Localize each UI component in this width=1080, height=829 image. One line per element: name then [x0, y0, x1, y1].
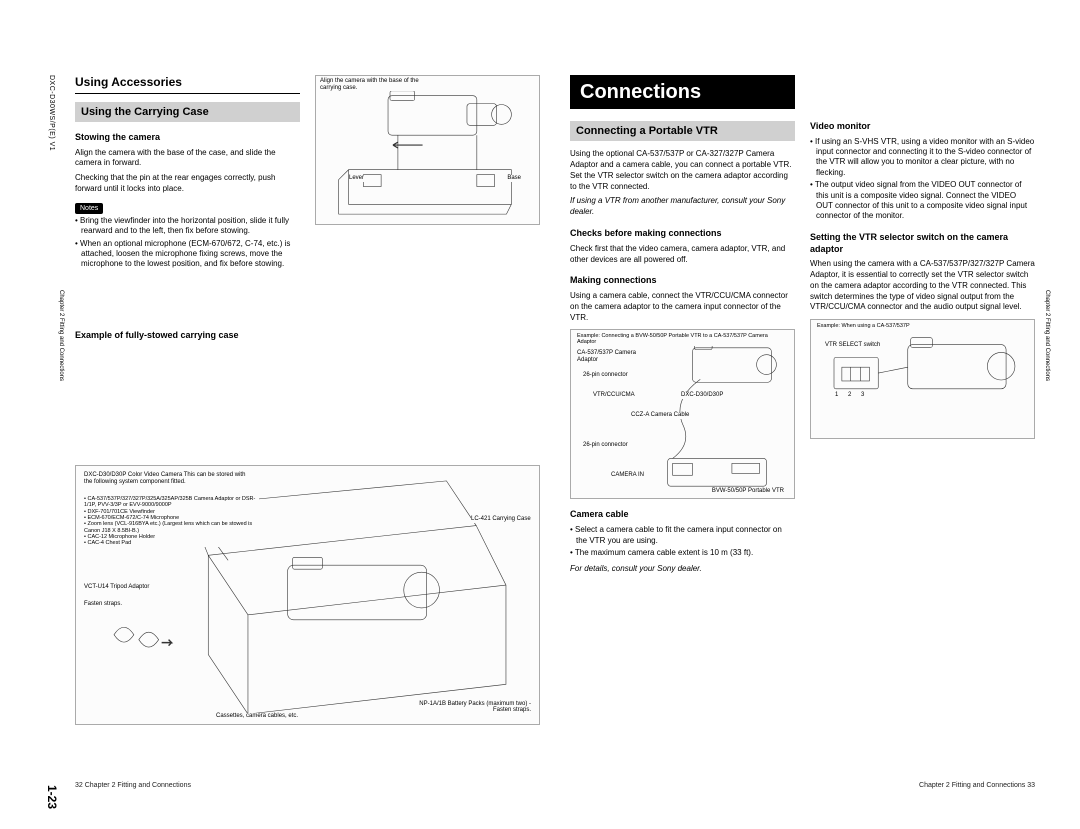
checks-head: Checks before making connections [570, 228, 795, 240]
diagram4-switch: VTR SELECT switch [825, 342, 880, 349]
diagram3-bvw: BVW-50/50P Portable VTR [712, 488, 784, 495]
vtr-sel-p: When using the camera with a CA-537/537P… [810, 259, 1035, 313]
left-page: Using Accessories Using the Carrying Cas… [75, 75, 540, 789]
diagram3-dxc: DXC-D30/D30P [681, 392, 723, 399]
side-chapter-left: Chapter 2 Fitting and Connections [58, 290, 64, 381]
stowing-p2: Checking that the pin at the rear engage… [75, 173, 300, 195]
diagram2-carrying-case: LC-421 Carrying Case [471, 516, 531, 523]
notes-pill: Notes [75, 203, 103, 214]
subsection-portable-vtr: Connecting a Portable VTR [570, 121, 795, 141]
example-head: Example of fully-stowed carrying case [75, 330, 300, 342]
footer-left: 32 Chapter 2 Fitting and Connections [75, 782, 191, 789]
diagram3-adaptor: CA-537/537P Camera Adaptor [577, 350, 647, 363]
making-head: Making connections [570, 275, 795, 287]
right-col-1: Connections Connecting a Portable VTR Us… [570, 75, 795, 789]
diagram3-example: Example: Connecting a BVW-50/50P Portabl… [577, 333, 777, 345]
section-header-accessories: Using Accessories [75, 75, 300, 94]
diagram2-item: CA-537/537P/327/327P/325A/325AP/325B Cam… [84, 496, 255, 508]
diagram-connection: Example: Connecting a BVW-50/50P Portabl… [570, 329, 795, 499]
stowing-p1: Align the camera with the base of the ca… [75, 148, 300, 170]
right-col-2: Video monitor If using an S-VHS VTR, usi… [810, 75, 1035, 789]
cable-bullets: Select a camera cable to fit the camera … [570, 525, 795, 558]
diagram3-ccz: CCZ-A Camera Cable [631, 412, 689, 419]
diagram1-caption: Align the camera with the base of the ca… [320, 78, 440, 91]
subsection-carrying-case: Using the Carrying Case [75, 102, 300, 122]
vm-bullets: If using an S-VHS VTR, using a video mon… [810, 137, 1035, 222]
checks-p: Check first that the video camera, camer… [570, 244, 795, 266]
page-spread: Using Accessories Using the Carrying Cas… [75, 75, 1035, 789]
diagram-carrying-case: DXC-D30/D30P Color Video Camera This can… [75, 465, 540, 725]
side-chapter-right: Chapter 2 Fitting and Connections [1044, 290, 1050, 381]
diagram2-item: CAC-12 Microphone Holder [87, 534, 155, 540]
note-item: Bring the viewfinder into the horizontal… [75, 216, 300, 237]
diagram4-example: Example: When using a CA-537/537P [817, 323, 910, 329]
diagram3-pin26b: 26-pin connector [583, 442, 628, 449]
diagram2-items: • CA-537/537P/327/327P/325A/325AP/325B C… [84, 496, 259, 547]
cable-bullet: The maximum camera cable extent is 10 m … [570, 548, 795, 558]
making-p: Using a camera cable, connect the VTR/CC… [570, 291, 795, 323]
doc-code-label: DXC-D30WS/P(E) V1 [48, 75, 55, 151]
vm-bullet: The output video signal from the VIDEO O… [810, 180, 1035, 222]
right-page: Connections Connecting a Portable VTR Us… [570, 75, 1035, 789]
notes-list: Bring the viewfinder into the horizontal… [75, 216, 300, 270]
diagram1-lever: Lever [349, 175, 364, 182]
diagram2-item: Zoom lens (VCL-916BYA etc.) (Largest len… [84, 521, 252, 533]
title-connections: Connections [570, 75, 795, 109]
diagram2-cassettes: Cassettes, camera cables, etc. [216, 713, 298, 720]
cable-head: Camera cable [570, 509, 795, 521]
vtr-sel-head: Setting the VTR selector switch on the c… [810, 232, 1035, 255]
vm-head: Video monitor [810, 121, 1035, 133]
vm-bullet: If using an S-VHS VTR, using a video mon… [810, 137, 1035, 179]
diagram2-item: DXF-701/701CE Viewfinder [87, 509, 154, 515]
diagram3-pin26a: 26-pin connector [583, 372, 628, 379]
stowing-head: Stowing the camera [75, 132, 300, 144]
cable-bullet: Select a camera cable to fit the camera … [570, 525, 795, 546]
intro-note: If using a VTR from another manufacturer… [570, 196, 795, 218]
diagram2-tripod: VCT-U14 Tripod Adaptor [84, 584, 149, 591]
diagram2-item: ECM-670/ECM-672/C-74 Microphone [87, 515, 179, 521]
note-item: When an optional microphone (ECM-670/672… [75, 239, 300, 270]
diagram2-battery: NP-1A/1B Battery Packs (maximum two) - F… [411, 701, 531, 714]
intro-p: Using the optional CA-537/537P or CA-327… [570, 149, 795, 192]
diagram2-fasten: Fasten straps. [84, 601, 122, 608]
diagram2-item: CAC-4 Chest Pad [87, 540, 131, 546]
diagram3-camera-in: CAMERA IN [611, 472, 644, 479]
diagram2-items-head: DXC-D30/D30P Color Video Camera This can… [84, 472, 254, 485]
footer-right: Chapter 2 Fitting and Connections 33 [919, 782, 1035, 789]
diagram-stow-camera: Align the camera with the base of the ca… [315, 75, 540, 225]
diagram1-base: Base [507, 175, 521, 182]
diagram-vtr-switch: Example: When using a CA-537/537P VTR SE… [810, 319, 1035, 439]
spread-number: 1-23 [45, 785, 59, 809]
diagram4-nums: 1 2 3 [835, 392, 868, 399]
diagram3-vtrccu: VTR/CCU/CMA [593, 392, 635, 399]
details-note: For details, consult your Sony dealer. [570, 564, 795, 575]
